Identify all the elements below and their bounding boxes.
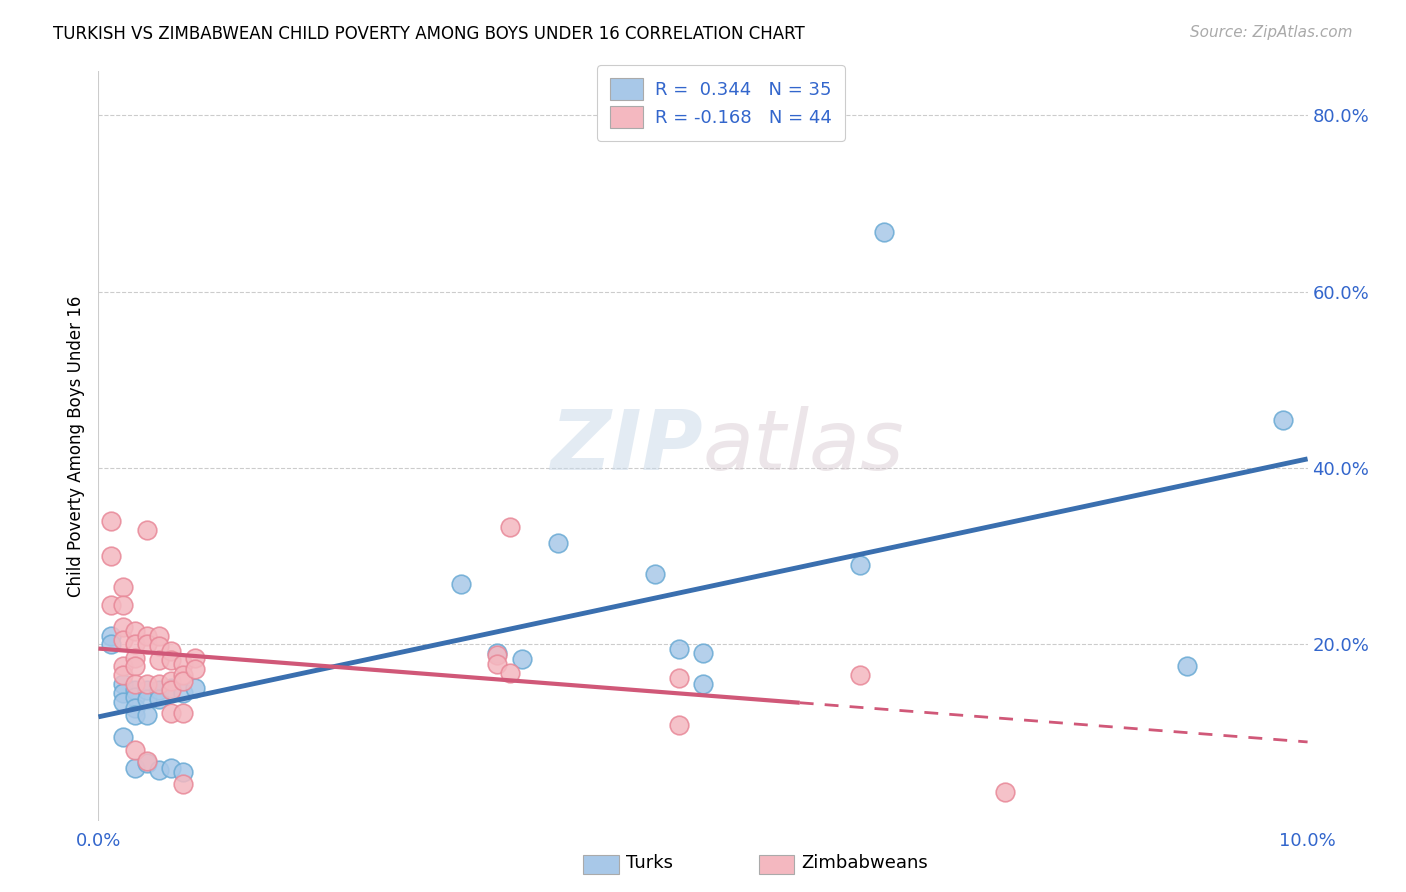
Point bbox=[124, 683, 146, 698]
Point bbox=[124, 659, 146, 673]
Point bbox=[100, 549, 122, 564]
Point bbox=[135, 707, 157, 722]
Point bbox=[486, 657, 509, 671]
Point bbox=[100, 598, 122, 612]
Point bbox=[172, 776, 194, 790]
Text: atlas: atlas bbox=[703, 406, 904, 486]
Point bbox=[994, 785, 1017, 799]
Point bbox=[172, 765, 194, 780]
Point bbox=[486, 648, 509, 662]
Point bbox=[124, 701, 146, 715]
Point bbox=[668, 718, 690, 732]
Point bbox=[172, 668, 194, 682]
Point bbox=[184, 662, 207, 676]
Point bbox=[1175, 659, 1198, 673]
Point bbox=[1272, 412, 1295, 426]
Point bbox=[100, 514, 122, 528]
Point bbox=[135, 692, 157, 706]
Point bbox=[148, 639, 170, 653]
Point bbox=[100, 628, 122, 642]
Point bbox=[160, 681, 183, 696]
Point bbox=[111, 730, 134, 744]
Point bbox=[135, 677, 157, 691]
Point bbox=[111, 620, 134, 634]
Point bbox=[644, 566, 666, 581]
Point bbox=[111, 598, 134, 612]
Point bbox=[100, 637, 122, 651]
Point bbox=[160, 644, 183, 658]
Point bbox=[849, 668, 872, 682]
Point bbox=[498, 665, 520, 680]
Y-axis label: Child Poverty Among Boys Under 16: Child Poverty Among Boys Under 16 bbox=[66, 295, 84, 597]
Point bbox=[172, 657, 194, 671]
Point bbox=[486, 646, 509, 660]
Legend: R =  0.344   N = 35, R = -0.168   N = 44: R = 0.344 N = 35, R = -0.168 N = 44 bbox=[598, 65, 845, 141]
Point bbox=[148, 692, 170, 706]
Text: Zimbabweans: Zimbabweans bbox=[801, 855, 928, 872]
Point bbox=[547, 536, 569, 550]
Text: ZIP: ZIP bbox=[550, 406, 703, 486]
Point bbox=[124, 707, 146, 722]
Point bbox=[160, 674, 183, 689]
Point bbox=[135, 523, 157, 537]
Point bbox=[124, 761, 146, 775]
Point bbox=[111, 695, 134, 709]
Point bbox=[510, 652, 533, 666]
Point bbox=[135, 754, 157, 768]
Point bbox=[111, 668, 134, 682]
Point bbox=[135, 628, 157, 642]
Point bbox=[668, 641, 690, 656]
Point bbox=[148, 763, 170, 777]
Point bbox=[160, 683, 183, 698]
Point bbox=[124, 677, 146, 691]
Point bbox=[124, 637, 146, 651]
Text: Source: ZipAtlas.com: Source: ZipAtlas.com bbox=[1189, 25, 1353, 40]
Point bbox=[124, 690, 146, 705]
Point bbox=[148, 677, 170, 691]
Text: Turks: Turks bbox=[626, 855, 672, 872]
Point bbox=[172, 706, 194, 720]
Point bbox=[111, 659, 134, 673]
Point bbox=[692, 677, 714, 691]
Point bbox=[184, 650, 207, 665]
Point bbox=[148, 653, 170, 667]
Text: TURKISH VS ZIMBABWEAN CHILD POVERTY AMONG BOYS UNDER 16 CORRELATION CHART: TURKISH VS ZIMBABWEAN CHILD POVERTY AMON… bbox=[53, 25, 806, 43]
Point bbox=[172, 674, 194, 689]
Point bbox=[111, 686, 134, 700]
Point bbox=[160, 653, 183, 667]
Point bbox=[124, 624, 146, 639]
Point bbox=[668, 671, 690, 685]
Point bbox=[111, 677, 134, 691]
Point bbox=[148, 628, 170, 642]
Point bbox=[849, 558, 872, 572]
Point bbox=[184, 681, 207, 696]
Point bbox=[124, 743, 146, 757]
Point bbox=[160, 761, 183, 775]
Point bbox=[172, 686, 194, 700]
Point bbox=[111, 632, 134, 647]
Point bbox=[135, 637, 157, 651]
Point bbox=[873, 225, 896, 239]
Point bbox=[450, 577, 472, 591]
Point bbox=[135, 756, 157, 771]
Point bbox=[498, 520, 520, 534]
Point bbox=[160, 706, 183, 720]
Point bbox=[692, 646, 714, 660]
Point bbox=[148, 683, 170, 698]
Point bbox=[124, 650, 146, 665]
Point bbox=[135, 683, 157, 698]
Point bbox=[111, 580, 134, 594]
